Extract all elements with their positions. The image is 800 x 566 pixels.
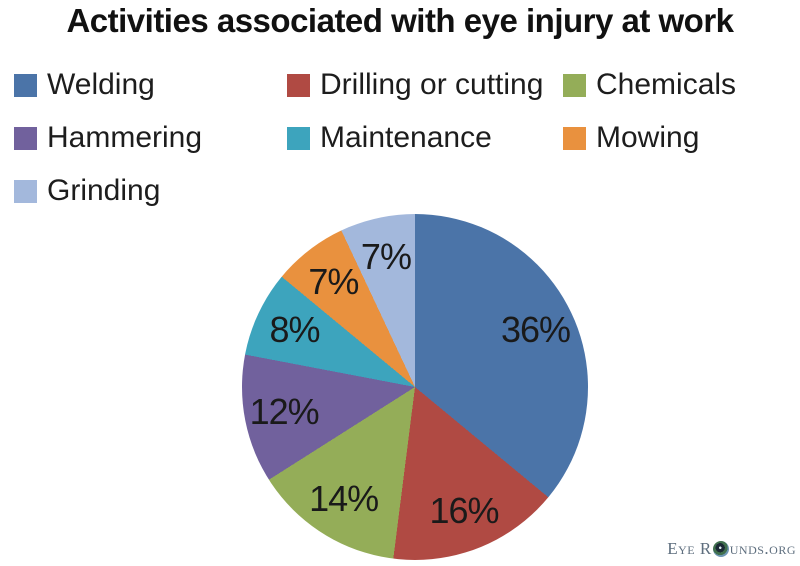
legend-swatch-mowing — [563, 126, 586, 150]
slice-label-chemicals: 14% — [309, 478, 379, 520]
legend-item-hammering: Hammering — [14, 121, 287, 154]
legend-swatch-drilling-or-cutting — [287, 73, 310, 97]
legend-label: Welding — [47, 68, 155, 101]
legend-item-drilling-or-cutting: Drilling or cutting — [287, 68, 563, 101]
legend-item-welding: Welding — [14, 68, 287, 101]
legend-label: Mowing — [596, 121, 700, 154]
slice-label-drilling-or-cutting: 16% — [429, 489, 500, 531]
legend-label: Hammering — [47, 121, 203, 154]
pie-chart: 36% 16% 14% 12% 8% 7% 7% — [242, 214, 588, 560]
legend-swatch-hammering — [14, 126, 37, 150]
legend-label: Drilling or cutting — [320, 68, 544, 101]
slice-label-maintenance: 8% — [269, 309, 320, 351]
legend-swatch-maintenance — [287, 126, 310, 150]
legend: Welding Drilling or cutting Chemicals Hamme… — [14, 68, 783, 207]
watermark-text-suffix: unds.org — [729, 539, 796, 558]
legend-item-chemicals: Chemicals — [563, 68, 783, 101]
slice-label-hammering: 12% — [249, 390, 320, 432]
legend-label: Maintenance — [320, 121, 492, 154]
legend-item-maintenance: Maintenance — [287, 121, 563, 154]
legend-label: Chemicals — [596, 68, 737, 101]
eye-globe-icon — [712, 541, 729, 557]
watermark-eyerounds: Eye R unds.org — [667, 539, 796, 559]
legend-swatch-welding — [14, 73, 37, 97]
legend-item-grinding: Grinding — [14, 174, 287, 207]
legend-item-mowing: Mowing — [563, 121, 783, 154]
legend-label: Grinding — [47, 174, 161, 207]
slice-label-mowing: 7% — [308, 260, 359, 302]
legend-swatch-chemicals — [563, 73, 586, 97]
slice-label-welding: 36% — [501, 309, 571, 351]
watermark-text-prefix: Eye R — [667, 539, 712, 558]
legend-swatch-grinding — [14, 179, 37, 203]
slice-label-grinding: 7% — [360, 235, 412, 277]
chart-title: Activities associated with eye injury at… — [66, 2, 734, 39]
